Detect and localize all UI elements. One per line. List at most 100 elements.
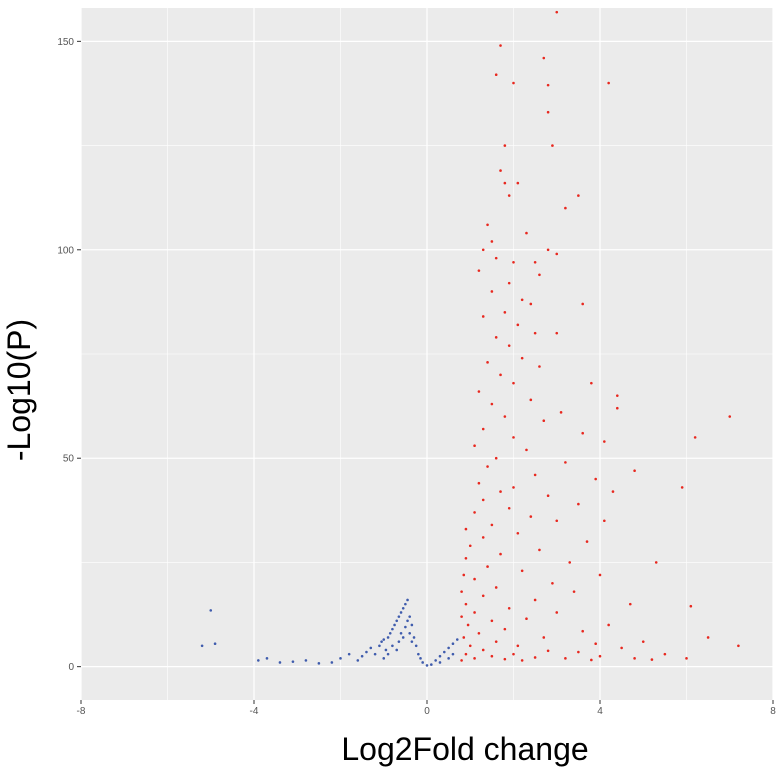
point-significant <box>598 573 602 577</box>
point-significant <box>555 519 559 523</box>
point-significant <box>546 649 550 653</box>
point-significant <box>490 619 494 623</box>
point-significant <box>516 181 520 185</box>
point-significant <box>577 194 580 197</box>
point-significant <box>486 223 489 227</box>
point-significant <box>503 144 507 147</box>
point-significant <box>481 648 485 652</box>
point-significant <box>533 473 537 477</box>
point-significant <box>546 248 550 252</box>
point-significant <box>559 411 563 414</box>
point-not-significant <box>373 652 377 656</box>
point-significant <box>594 642 597 646</box>
point-significant <box>564 657 567 660</box>
point-significant <box>473 657 476 660</box>
point-significant <box>486 361 489 364</box>
point-significant <box>533 656 537 659</box>
point-significant <box>490 290 494 293</box>
y-tick-label: 0 <box>68 662 74 673</box>
point-significant <box>577 650 580 654</box>
point-not-significant <box>401 636 405 639</box>
point-significant <box>555 611 559 614</box>
point-significant <box>525 231 528 235</box>
point-not-significant <box>265 657 269 660</box>
point-significant <box>546 83 550 87</box>
point-significant <box>590 658 593 662</box>
point-significant <box>520 356 524 360</box>
point-not-significant <box>200 644 204 648</box>
point-significant <box>555 331 559 335</box>
point-not-significant <box>404 625 407 629</box>
point-significant <box>706 636 710 639</box>
point-significant <box>520 298 524 302</box>
major-gridlines <box>80 8 774 700</box>
point-not-significant <box>399 611 403 614</box>
point-not-significant <box>438 654 442 658</box>
point-significant <box>507 506 511 510</box>
x-axis-title: Log2Fold change <box>341 731 588 767</box>
point-significant <box>529 515 533 518</box>
point-significant <box>494 640 498 643</box>
point-significant <box>481 594 485 598</box>
point-significant <box>603 519 606 523</box>
point-not-significant <box>257 659 260 662</box>
point-not-significant <box>386 652 390 656</box>
point-not-significant <box>419 657 422 660</box>
point-not-significant <box>397 615 401 618</box>
point-significant <box>512 260 515 264</box>
point-not-significant <box>425 664 429 667</box>
point-significant <box>462 636 466 639</box>
point-significant <box>473 611 476 614</box>
point-not-significant <box>438 661 442 664</box>
point-significant <box>598 654 602 658</box>
point-significant <box>460 615 463 618</box>
point-significant <box>503 181 507 185</box>
point-significant <box>533 598 537 602</box>
x-tick-label: 8 <box>770 706 776 717</box>
point-significant <box>494 456 498 460</box>
x-tick-label: -8 <box>77 706 86 717</box>
point-significant <box>616 394 619 397</box>
point-significant <box>728 415 732 418</box>
point-significant <box>486 565 489 568</box>
point-not-significant <box>330 661 334 664</box>
point-significant <box>533 331 537 335</box>
point-significant <box>464 556 468 560</box>
point-not-significant <box>447 657 450 660</box>
point-not-significant <box>369 646 373 650</box>
point-significant <box>650 658 654 661</box>
point-significant <box>555 10 559 14</box>
point-not-significant <box>360 654 364 658</box>
point-significant <box>490 240 494 243</box>
point-significant <box>464 652 468 656</box>
point-not-significant <box>388 632 392 635</box>
point-not-significant <box>451 642 455 646</box>
point-significant <box>503 311 507 314</box>
point-not-significant <box>278 661 282 664</box>
point-significant <box>546 494 550 498</box>
point-not-significant <box>304 659 308 662</box>
point-significant <box>633 469 636 473</box>
point-significant <box>460 659 463 662</box>
point-significant <box>538 548 541 552</box>
y-ticks: 0 50 100 150 <box>57 37 81 673</box>
point-significant <box>473 444 476 448</box>
point-significant <box>542 56 546 60</box>
point-significant <box>663 652 667 656</box>
point-significant <box>499 373 502 377</box>
point-significant <box>551 581 554 585</box>
point-significant <box>516 531 520 535</box>
point-significant <box>516 644 520 648</box>
y-tick-label: 50 <box>63 454 75 465</box>
point-significant <box>473 577 476 581</box>
y-tick-label: 100 <box>57 245 74 256</box>
point-not-significant <box>386 636 390 639</box>
point-significant <box>603 440 606 443</box>
point-significant <box>533 260 537 264</box>
point-significant <box>564 461 567 464</box>
point-not-significant <box>406 598 409 602</box>
point-significant <box>494 256 498 260</box>
point-significant <box>529 398 533 402</box>
data-points <box>200 10 740 667</box>
point-significant <box>585 540 589 543</box>
